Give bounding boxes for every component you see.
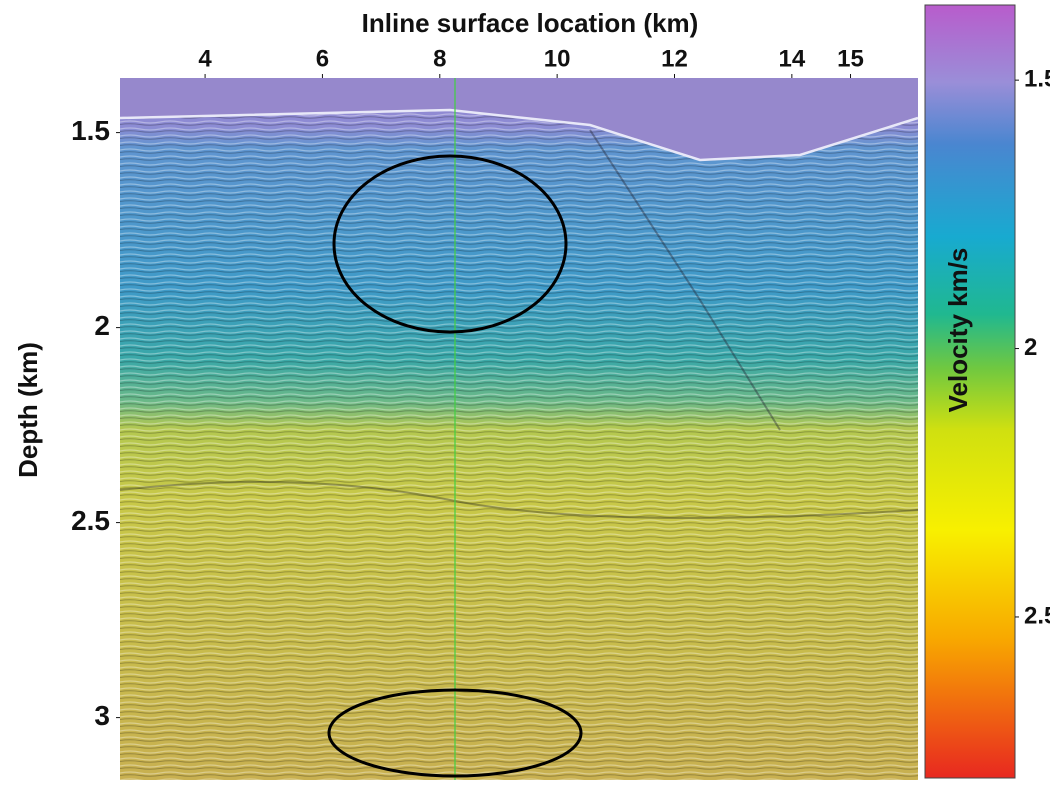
x-tick-label: 6 — [316, 45, 329, 72]
colorbar-title: Velocity km/s — [943, 248, 973, 413]
x-tick-label: 12 — [661, 45, 688, 72]
y-tick-label: 1.5 — [71, 115, 110, 146]
seismic-image — [119, 78, 919, 780]
y-tick-label: 2.5 — [71, 505, 110, 536]
x-tick-label: 8 — [433, 45, 446, 72]
x-tick-label: 4 — [198, 45, 212, 72]
x-tick-label: 15 — [837, 45, 864, 72]
colorbar-tick-label: 2.5 — [1024, 602, 1050, 629]
y-tick-label: 3 — [94, 700, 110, 731]
x-tick-label: 10 — [544, 45, 571, 72]
y-tick-label: 2 — [94, 310, 110, 341]
colorbar-tick-label: 2 — [1024, 334, 1037, 361]
x-tick-label: 14 — [778, 45, 805, 72]
x-axis-title: Inline surface location (km) — [362, 8, 699, 38]
colorbar — [924, 4, 1016, 779]
colorbar-tick-label: 1.5 — [1024, 65, 1050, 92]
y-axis-title: Depth (km) — [13, 342, 43, 478]
